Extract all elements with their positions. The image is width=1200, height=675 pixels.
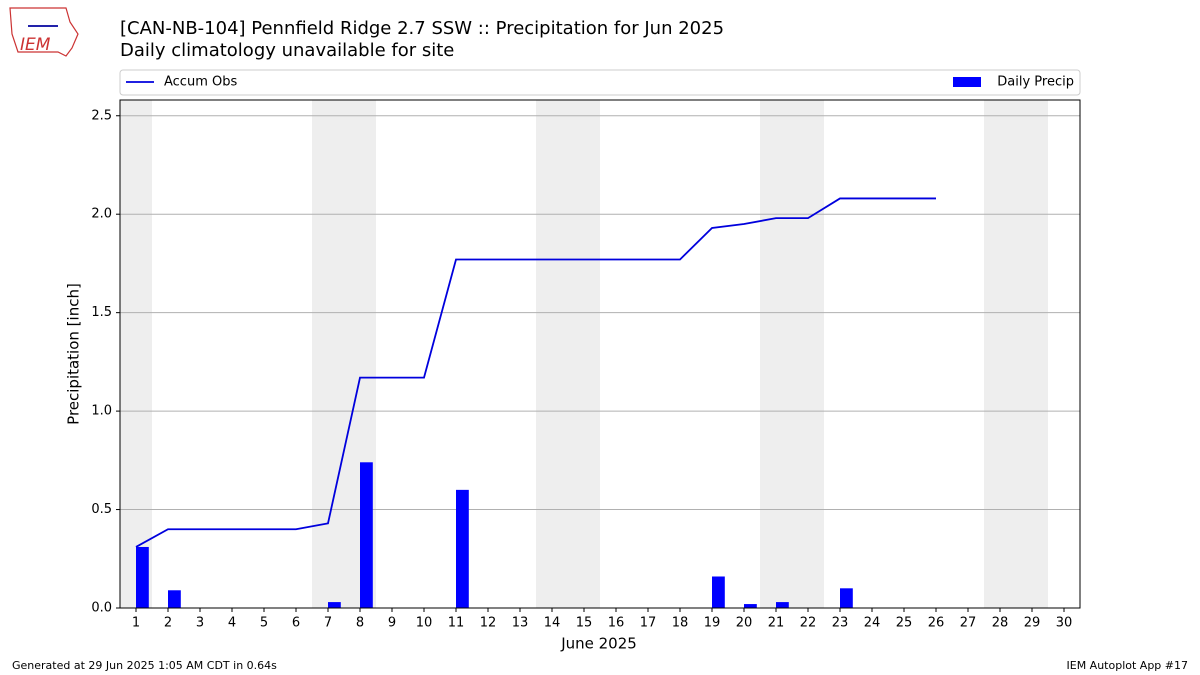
x-tick-label: 20: [736, 616, 753, 631]
y-tick-label: 1.0: [91, 404, 112, 419]
x-tick-label: 29: [1024, 616, 1041, 631]
x-tick-label: 11: [448, 616, 465, 631]
x-tick-label: 17: [640, 616, 657, 631]
x-tick-label: 30: [1056, 616, 1073, 631]
plot-frame: [119, 99, 1081, 609]
footer-right: IEM Autoplot App #17: [1067, 659, 1189, 672]
x-tick-label: 14: [544, 616, 561, 631]
x-tick-label: 19: [704, 616, 721, 631]
x-tick-label: 25: [896, 616, 913, 631]
weekend-shade: [536, 100, 568, 608]
weekend-shade: [760, 100, 792, 608]
bar: [328, 602, 341, 608]
chart-subtitle: Daily climatology unavailable for site: [120, 40, 454, 61]
x-tick-label: 21: [768, 616, 785, 631]
bar: [744, 604, 757, 608]
x-tick-label: 7: [324, 616, 332, 631]
bar: [168, 590, 181, 608]
bar: [776, 602, 789, 608]
x-tick-label: 5: [260, 616, 268, 631]
logo-text: IEM: [20, 35, 51, 55]
x-tick-label: 18: [672, 616, 689, 631]
x-tick-label: 2: [164, 616, 172, 631]
weekend-shade: [1016, 100, 1048, 608]
legend-swatch: [953, 77, 981, 87]
y-tick-label: 0.0: [91, 601, 112, 616]
x-tick-label: 4: [228, 616, 236, 631]
x-tick-label: 6: [292, 616, 300, 631]
x-tick-label: 15: [576, 616, 593, 631]
weekend-shade: [984, 100, 1016, 608]
legend-label: Accum Obs: [164, 75, 237, 90]
x-tick-label: 12: [480, 616, 497, 631]
x-tick-label: 26: [928, 616, 945, 631]
footer-left: Generated at 29 Jun 2025 1:05 AM CDT in …: [12, 659, 277, 672]
weekend-shade: [312, 100, 344, 608]
chart-title: [CAN-NB-104] Pennfield Ridge 2.7 SSW :: …: [120, 18, 724, 39]
y-axis-label: Precipitation [inch]: [65, 283, 83, 425]
x-tick-label: 9: [388, 616, 396, 631]
x-tick-label: 27: [960, 616, 977, 631]
x-tick-label: 13: [512, 616, 529, 631]
x-tick-label: 8: [356, 616, 364, 631]
x-tick-label: 24: [864, 616, 881, 631]
x-tick-label: 10: [416, 616, 433, 631]
y-tick-label: 0.5: [91, 502, 112, 517]
x-tick-label: 23: [832, 616, 849, 631]
logo: IEM: [9, 7, 79, 57]
weekend-shade: [568, 100, 600, 608]
bar: [840, 588, 853, 608]
x-tick-label: 22: [800, 616, 817, 631]
weekend-shade: [792, 100, 824, 608]
x-tick-label: 1: [132, 616, 140, 631]
y-tick-label: 2.5: [91, 108, 112, 123]
y-tick-label: 1.5: [91, 305, 112, 320]
y-tick-label: 2.0: [91, 207, 112, 222]
x-tick-label: 28: [992, 616, 1009, 631]
accum-line: [135, 197, 936, 548]
bar: [360, 462, 373, 608]
x-axis-label: June 2025: [560, 635, 637, 653]
x-tick-label: 3: [196, 616, 204, 631]
weekend-shade: [120, 100, 152, 608]
logo-outline: [9, 7, 79, 57]
legend-label: Daily Precip: [997, 75, 1074, 90]
bar: [136, 546, 149, 608]
bar: [456, 489, 469, 608]
x-tick-label: 16: [608, 616, 625, 631]
legend-box: [119, 69, 1081, 96]
bar: [712, 576, 725, 608]
